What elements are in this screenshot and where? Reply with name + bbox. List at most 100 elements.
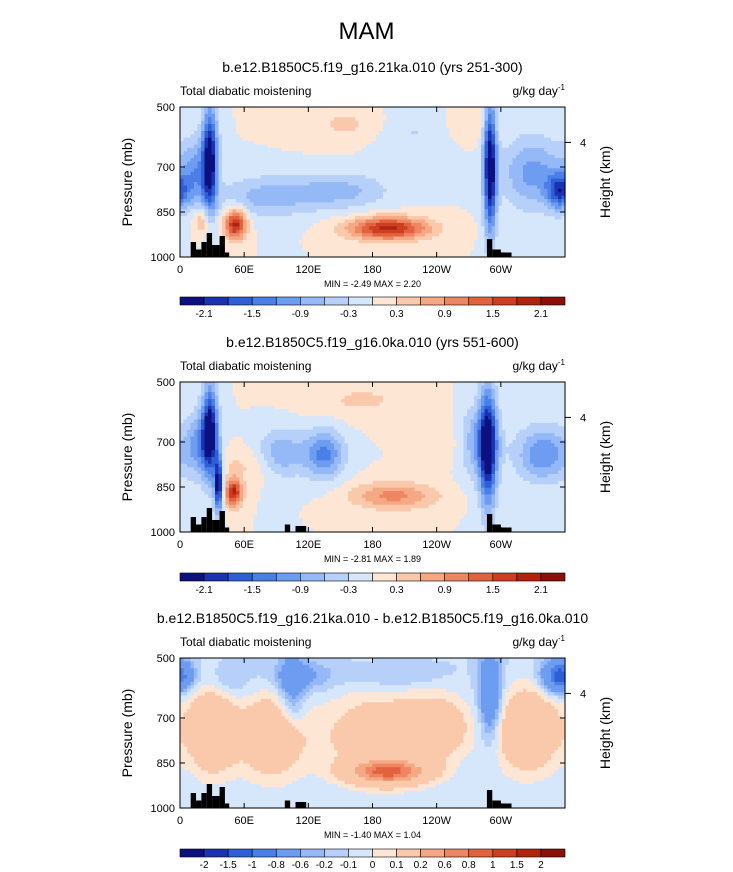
heatmap-cell [211, 229, 216, 234]
heatmap-cell [383, 130, 388, 135]
heatmap-cell [463, 216, 468, 221]
heatmap-cell [372, 151, 377, 156]
heatmap-cell [334, 141, 339, 146]
heatmap-cell [232, 175, 237, 180]
heatmap-cell [285, 161, 290, 166]
heatmap-cell [442, 236, 447, 241]
heatmap-cell [225, 141, 230, 146]
heatmap-cell [313, 141, 318, 146]
heatmap-cell [211, 192, 216, 197]
heatmap-cell [243, 178, 248, 183]
heatmap-cell [540, 195, 545, 200]
heatmap-cell [194, 110, 199, 115]
heatmap-cell [369, 199, 374, 204]
heatmap-cell [320, 110, 325, 115]
heatmap-cell [551, 246, 556, 251]
heatmap-cell [274, 212, 279, 217]
heatmap-cell [407, 202, 412, 207]
heatmap-cell [330, 144, 335, 149]
heatmap-cell [260, 144, 265, 149]
heatmap-cell [271, 171, 276, 176]
heatmap-cell [285, 134, 290, 139]
heatmap-cell [267, 124, 272, 129]
heatmap-cell [306, 147, 311, 152]
heatmap-cell [292, 246, 297, 251]
heatmap-cell [355, 137, 360, 142]
heatmap-cell [383, 151, 388, 156]
heatmap-cell [313, 219, 318, 224]
heatmap-cell [547, 178, 552, 183]
heatmap-cell [425, 250, 430, 255]
heatmap-cell [512, 195, 517, 200]
heatmap-cell [477, 236, 482, 241]
heatmap-cell [316, 154, 321, 159]
heatmap-cell [260, 219, 265, 224]
heatmap-cell [386, 250, 391, 255]
heatmap-cell [383, 233, 388, 238]
heatmap-cell [225, 120, 230, 125]
heatmap-cell [411, 192, 416, 197]
heatmap-cell [432, 161, 437, 166]
heatmap-cell [481, 202, 486, 207]
heatmap-cell [551, 219, 556, 224]
heatmap-cell [253, 195, 258, 200]
heatmap-cell [421, 168, 426, 173]
heatmap-cell [488, 178, 493, 183]
heatmap-cell [302, 117, 307, 122]
heatmap-cell [498, 137, 503, 142]
heatmap-cell [187, 175, 192, 180]
heatmap-cell [218, 175, 223, 180]
heatmap-cell [194, 168, 199, 173]
heatmap-cell [488, 209, 493, 214]
heatmap-cell [313, 110, 318, 115]
heatmap-cell [481, 168, 486, 173]
heatmap-cell [537, 124, 542, 129]
heatmap-cell [418, 168, 423, 173]
heatmap-cell [365, 113, 370, 118]
heatmap-cell [302, 124, 307, 129]
heatmap-cell [239, 158, 244, 163]
heatmap-cell [554, 233, 559, 238]
heatmap-cell [551, 147, 556, 152]
heatmap-cell [544, 127, 549, 132]
heatmap-cell [232, 236, 237, 241]
heatmap-cell [327, 216, 332, 221]
heatmap-cell [323, 154, 328, 159]
heatmap-cell [334, 199, 339, 204]
heatmap-cell [236, 141, 241, 146]
heatmap-cell [470, 168, 475, 173]
heatmap-cell [474, 199, 479, 204]
heatmap-cell [372, 175, 377, 180]
heatmap-cell [222, 202, 227, 207]
heatmap-cell [400, 107, 405, 112]
heatmap-cell [404, 192, 409, 197]
heatmap-cell [414, 246, 419, 251]
heatmap-cell [516, 178, 521, 183]
heatmap-cell [537, 202, 542, 207]
heatmap-cell [484, 113, 489, 118]
heatmap-cell [306, 188, 311, 193]
heatmap-cell [365, 382, 370, 387]
heatmap-cell [498, 233, 503, 238]
heatmap-cell [505, 107, 510, 112]
heatmap-cell [453, 141, 458, 146]
heatmap-cell [274, 151, 279, 156]
heatmap-cell [253, 243, 258, 248]
colorbar-segment [203, 296, 229, 306]
heatmap-cell [428, 185, 433, 190]
heatmap-cell [463, 222, 468, 227]
heatmap-cell [551, 154, 556, 159]
heatmap-cell [421, 161, 426, 166]
heatmap-cell [278, 147, 283, 152]
heatmap-cell [383, 168, 388, 173]
heatmap-cell [530, 178, 535, 183]
heatmap-cell [372, 113, 377, 118]
heatmap-cell [376, 219, 381, 224]
heatmap-cell [509, 212, 514, 217]
heatmap-cell [302, 164, 307, 169]
heatmap-cell [491, 236, 496, 241]
heatmap-cell [334, 250, 339, 255]
heatmap-cell [446, 202, 451, 207]
heatmap-cell [288, 171, 293, 176]
heatmap-cell [285, 127, 290, 132]
